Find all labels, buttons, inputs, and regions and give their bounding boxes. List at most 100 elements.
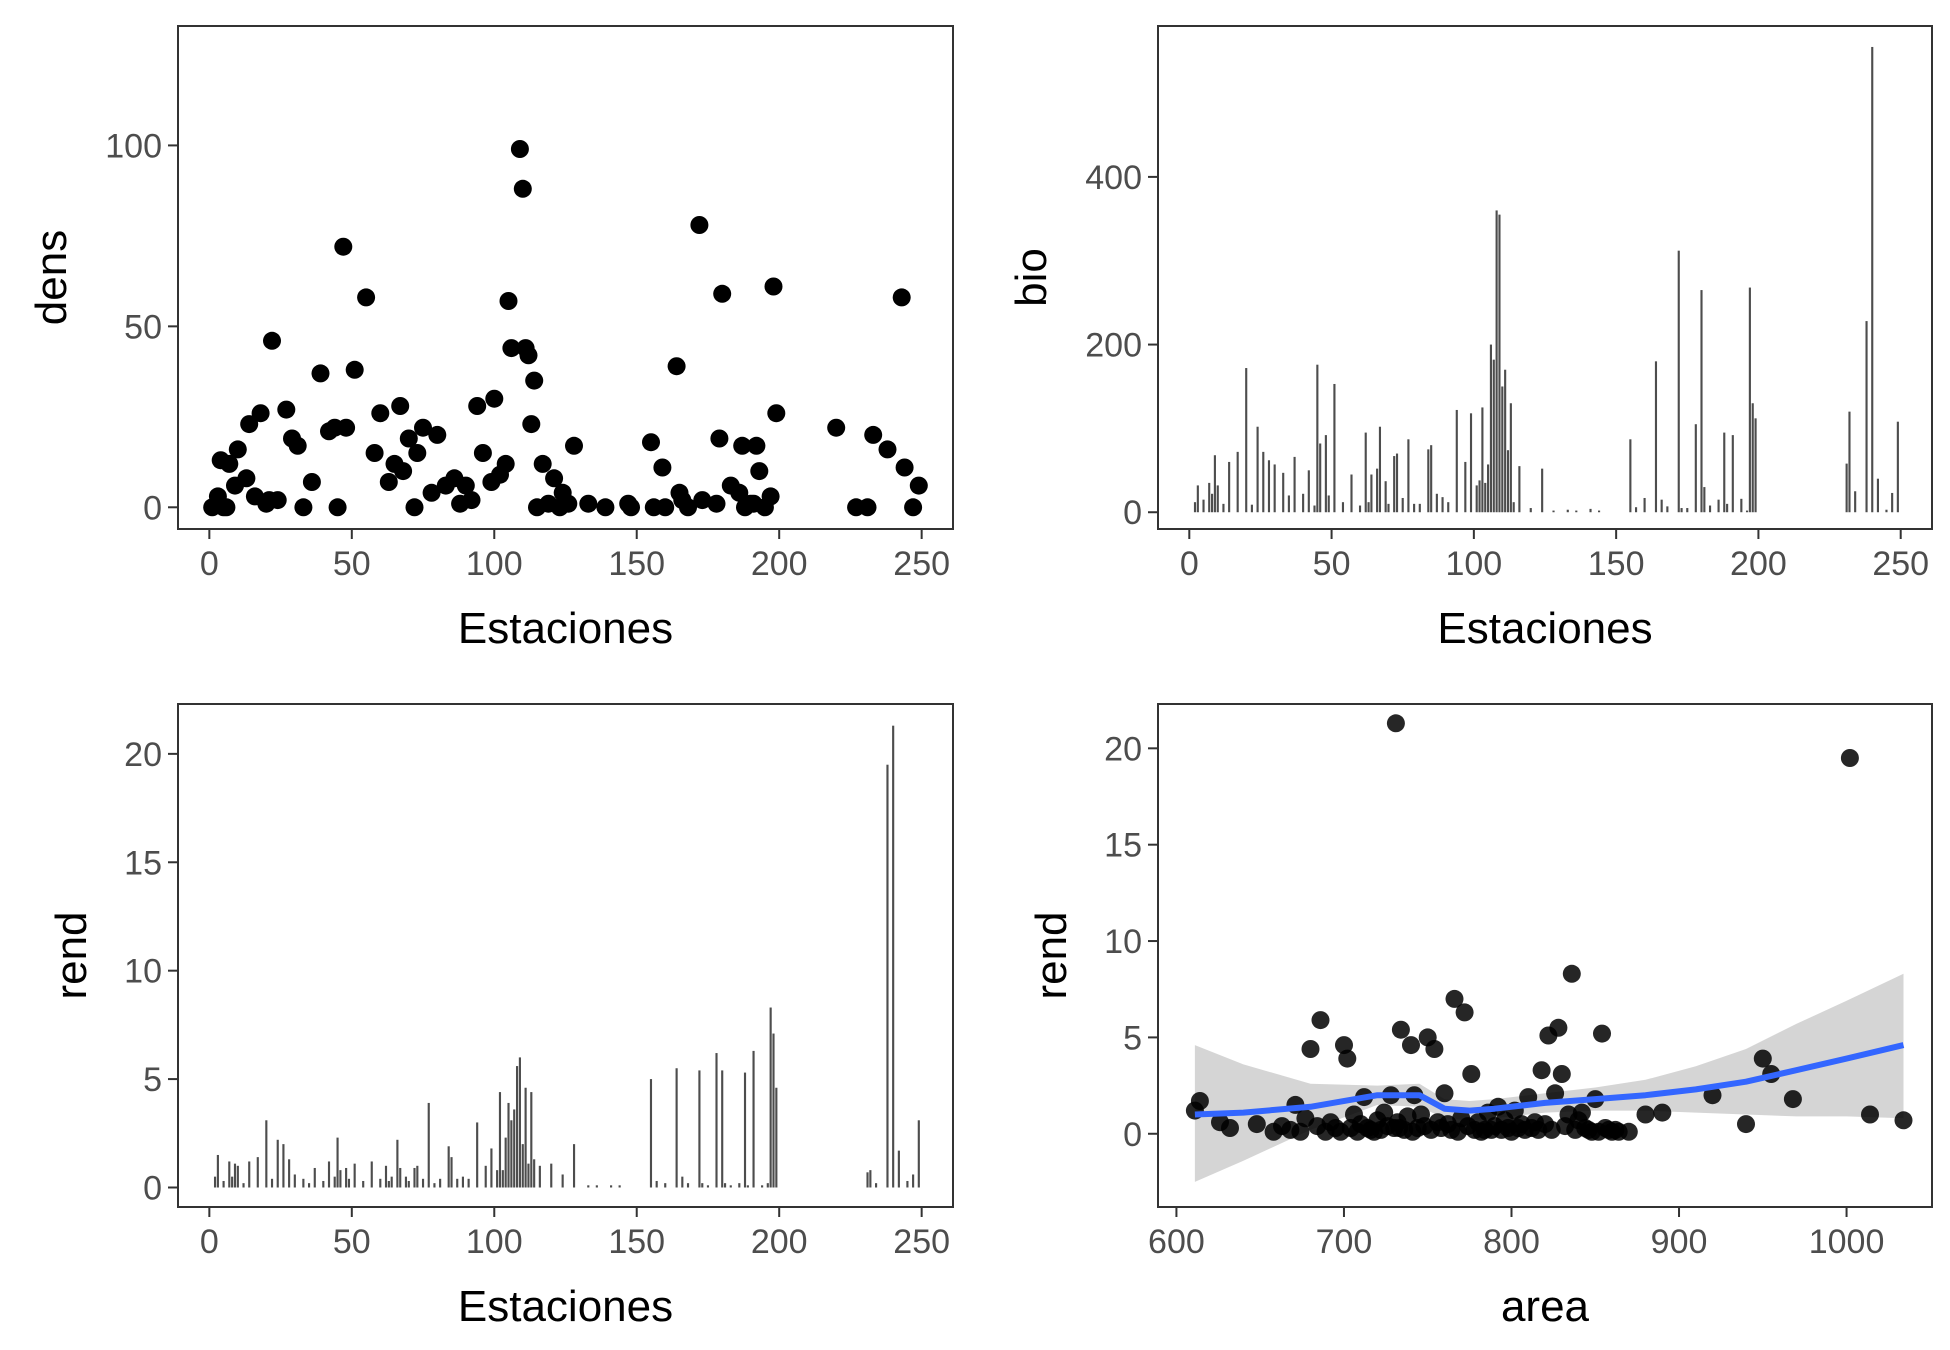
bar — [353, 1163, 356, 1188]
data-point — [1532, 1061, 1551, 1080]
bar — [1393, 456, 1396, 513]
x-tick-label: 200 — [751, 1223, 808, 1261]
data-point — [1572, 1103, 1591, 1122]
data-point — [1435, 1084, 1454, 1103]
bar — [236, 1165, 239, 1188]
bar — [1384, 481, 1387, 513]
bar — [484, 1165, 487, 1188]
bar — [1506, 450, 1510, 513]
bar — [1430, 445, 1433, 513]
bar — [501, 1170, 504, 1188]
bar — [1891, 492, 1894, 513]
bar — [313, 1167, 316, 1188]
x-tick-label: 0 — [200, 545, 219, 583]
data-point — [251, 404, 270, 423]
bar — [1854, 491, 1857, 513]
x-tick-label: 700 — [1316, 1223, 1373, 1261]
bar — [1498, 214, 1501, 513]
bar — [233, 1163, 237, 1188]
data-point — [545, 469, 564, 488]
bar — [450, 1157, 453, 1188]
bar — [242, 1183, 245, 1188]
data-point — [1636, 1105, 1655, 1124]
bar — [587, 1185, 590, 1188]
bar — [917, 1120, 920, 1188]
bar — [1447, 502, 1450, 513]
bar — [869, 1170, 872, 1188]
data-point — [1753, 1049, 1772, 1068]
bar — [1512, 502, 1515, 513]
data-point — [496, 454, 515, 473]
bar — [1262, 451, 1265, 513]
x-tick-label: 100 — [466, 1223, 523, 1261]
bar — [439, 1178, 442, 1188]
data-point — [1386, 714, 1405, 733]
data-point — [468, 397, 487, 415]
bar — [1358, 505, 1362, 513]
bar — [912, 1174, 915, 1188]
bar — [752, 1050, 755, 1188]
bar — [1754, 418, 1757, 513]
x-tick-label: 200 — [751, 545, 808, 583]
data-point — [345, 360, 364, 379]
x-tick-label: 50 — [333, 545, 371, 583]
data-point — [263, 331, 281, 350]
bar — [721, 1070, 724, 1188]
bar — [761, 1185, 764, 1188]
bar — [467, 1178, 470, 1188]
x-tick-label: 250 — [893, 545, 950, 583]
data-point — [1593, 1024, 1611, 1043]
data-point — [858, 498, 877, 517]
bar — [216, 1154, 219, 1188]
bar — [743, 1072, 747, 1188]
bar — [715, 1053, 718, 1188]
bar — [496, 1170, 499, 1188]
data-point — [1402, 1036, 1420, 1055]
bar — [1703, 487, 1706, 513]
bar — [769, 1007, 772, 1188]
data-point — [1562, 964, 1581, 983]
data-point — [653, 458, 672, 477]
data-point — [904, 498, 923, 517]
bar — [404, 1176, 408, 1188]
bar — [1726, 503, 1729, 513]
bar — [1745, 510, 1749, 513]
data-point — [690, 216, 709, 234]
y-tick-label: 15 — [1104, 827, 1142, 865]
x-axis-title: Estaciones — [458, 604, 673, 653]
bar — [282, 1144, 285, 1188]
bar — [1495, 210, 1498, 513]
bar — [892, 725, 895, 1188]
y-tick-label: 15 — [124, 844, 162, 882]
bar — [618, 1185, 621, 1188]
bar — [1660, 499, 1663, 513]
bar — [339, 1170, 342, 1188]
data-point — [1425, 1040, 1444, 1058]
bar — [1484, 482, 1487, 513]
data-point — [596, 498, 615, 517]
bar — [421, 1178, 425, 1188]
bar — [1370, 474, 1373, 513]
data-point — [228, 440, 247, 459]
data-point — [1861, 1105, 1879, 1124]
bar — [456, 1178, 459, 1188]
bar — [461, 1176, 464, 1188]
bar — [476, 1122, 479, 1188]
bar — [1694, 424, 1697, 513]
data-point — [750, 462, 769, 481]
data-point — [579, 494, 598, 513]
data-point — [365, 444, 384, 462]
data-point — [764, 277, 783, 296]
y-tick-label: 0 — [1123, 1116, 1142, 1154]
panel-frame — [1157, 25, 1933, 530]
data-point — [371, 404, 390, 423]
bar — [336, 1137, 339, 1188]
data-point — [237, 469, 256, 488]
bar — [1395, 453, 1399, 513]
x-tick-label: 800 — [1483, 1223, 1540, 1261]
bar — [701, 1183, 704, 1188]
data-point — [499, 292, 518, 310]
data-point — [710, 429, 729, 448]
data-point — [357, 288, 376, 307]
bar — [1313, 505, 1316, 513]
